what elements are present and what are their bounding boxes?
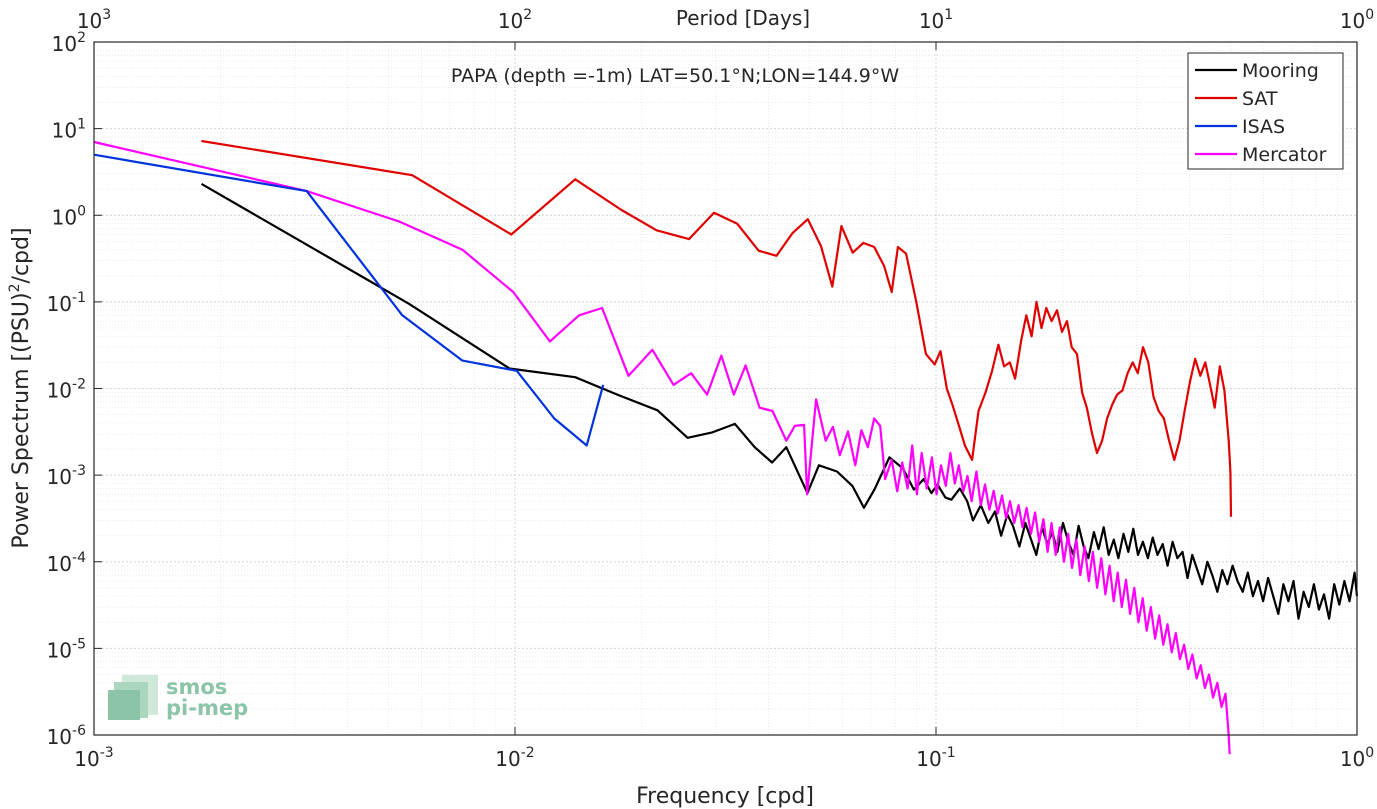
logo-line2: pi-mep — [166, 696, 248, 720]
legend-box — [1187, 52, 1344, 170]
y-tick-label: 100 — [52, 203, 86, 229]
y-tick-label: 10-4 — [47, 550, 87, 576]
y-tick-label: 102 — [52, 30, 86, 56]
x-tick-label: 10-1 — [916, 745, 955, 771]
x-tick-label: 10-3 — [74, 745, 113, 771]
logo-line1: smos — [166, 675, 227, 699]
series-lines — [93, 139, 1359, 755]
top-axis-label: Period [Days] — [676, 6, 810, 30]
series-line-isas — [93, 153, 605, 447]
logo-watermark: smos pi-mep — [108, 675, 248, 720]
legend-label-isas: ISAS — [1242, 116, 1285, 138]
series-line-sat — [201, 139, 1233, 517]
legend: Mooring SAT ISAS Mercator — [1187, 52, 1344, 170]
y-tick-label: 10-2 — [47, 377, 86, 403]
series-line-mercator — [93, 140, 1231, 755]
series-line-mooring — [200, 182, 1359, 620]
y-axis-label: Power Spectrum [(PSU)2/cpd] — [7, 227, 34, 548]
top-tick-label: 101 — [919, 7, 953, 33]
top-tick-label: 103 — [77, 7, 111, 33]
y-tick-label: 10-1 — [47, 290, 86, 316]
y-tick-label: 10-5 — [47, 636, 86, 662]
y-tick-label: 10-6 — [47, 723, 87, 749]
x-tick-label: 100 — [1340, 745, 1374, 771]
top-tick-label: 100 — [1340, 7, 1374, 33]
y-axis-label-main: Power Spectrum [(PSU) — [9, 292, 34, 548]
chart-title: PAPA (depth =-1m) LAT=50.1°N;LON=144.9°W — [451, 65, 899, 87]
legend-label-mercator: Mercator — [1242, 144, 1327, 166]
y-tick-label: 101 — [52, 117, 86, 143]
top-tick-label: 102 — [498, 7, 532, 33]
y-axis-label-tail: /cpd] — [9, 227, 34, 283]
x-tick-label: 10-2 — [495, 745, 534, 771]
legend-label-mooring: Mooring — [1242, 60, 1319, 82]
y-axis-label-sup: 2 — [7, 283, 23, 292]
axis-ticks — [93, 41, 1358, 736]
x-axis-label: Frequency [cpd] — [636, 784, 814, 809]
logo-mark-front — [108, 690, 140, 720]
legend-label-sat: SAT — [1242, 88, 1278, 110]
y-tick-label: 10-3 — [47, 463, 86, 489]
